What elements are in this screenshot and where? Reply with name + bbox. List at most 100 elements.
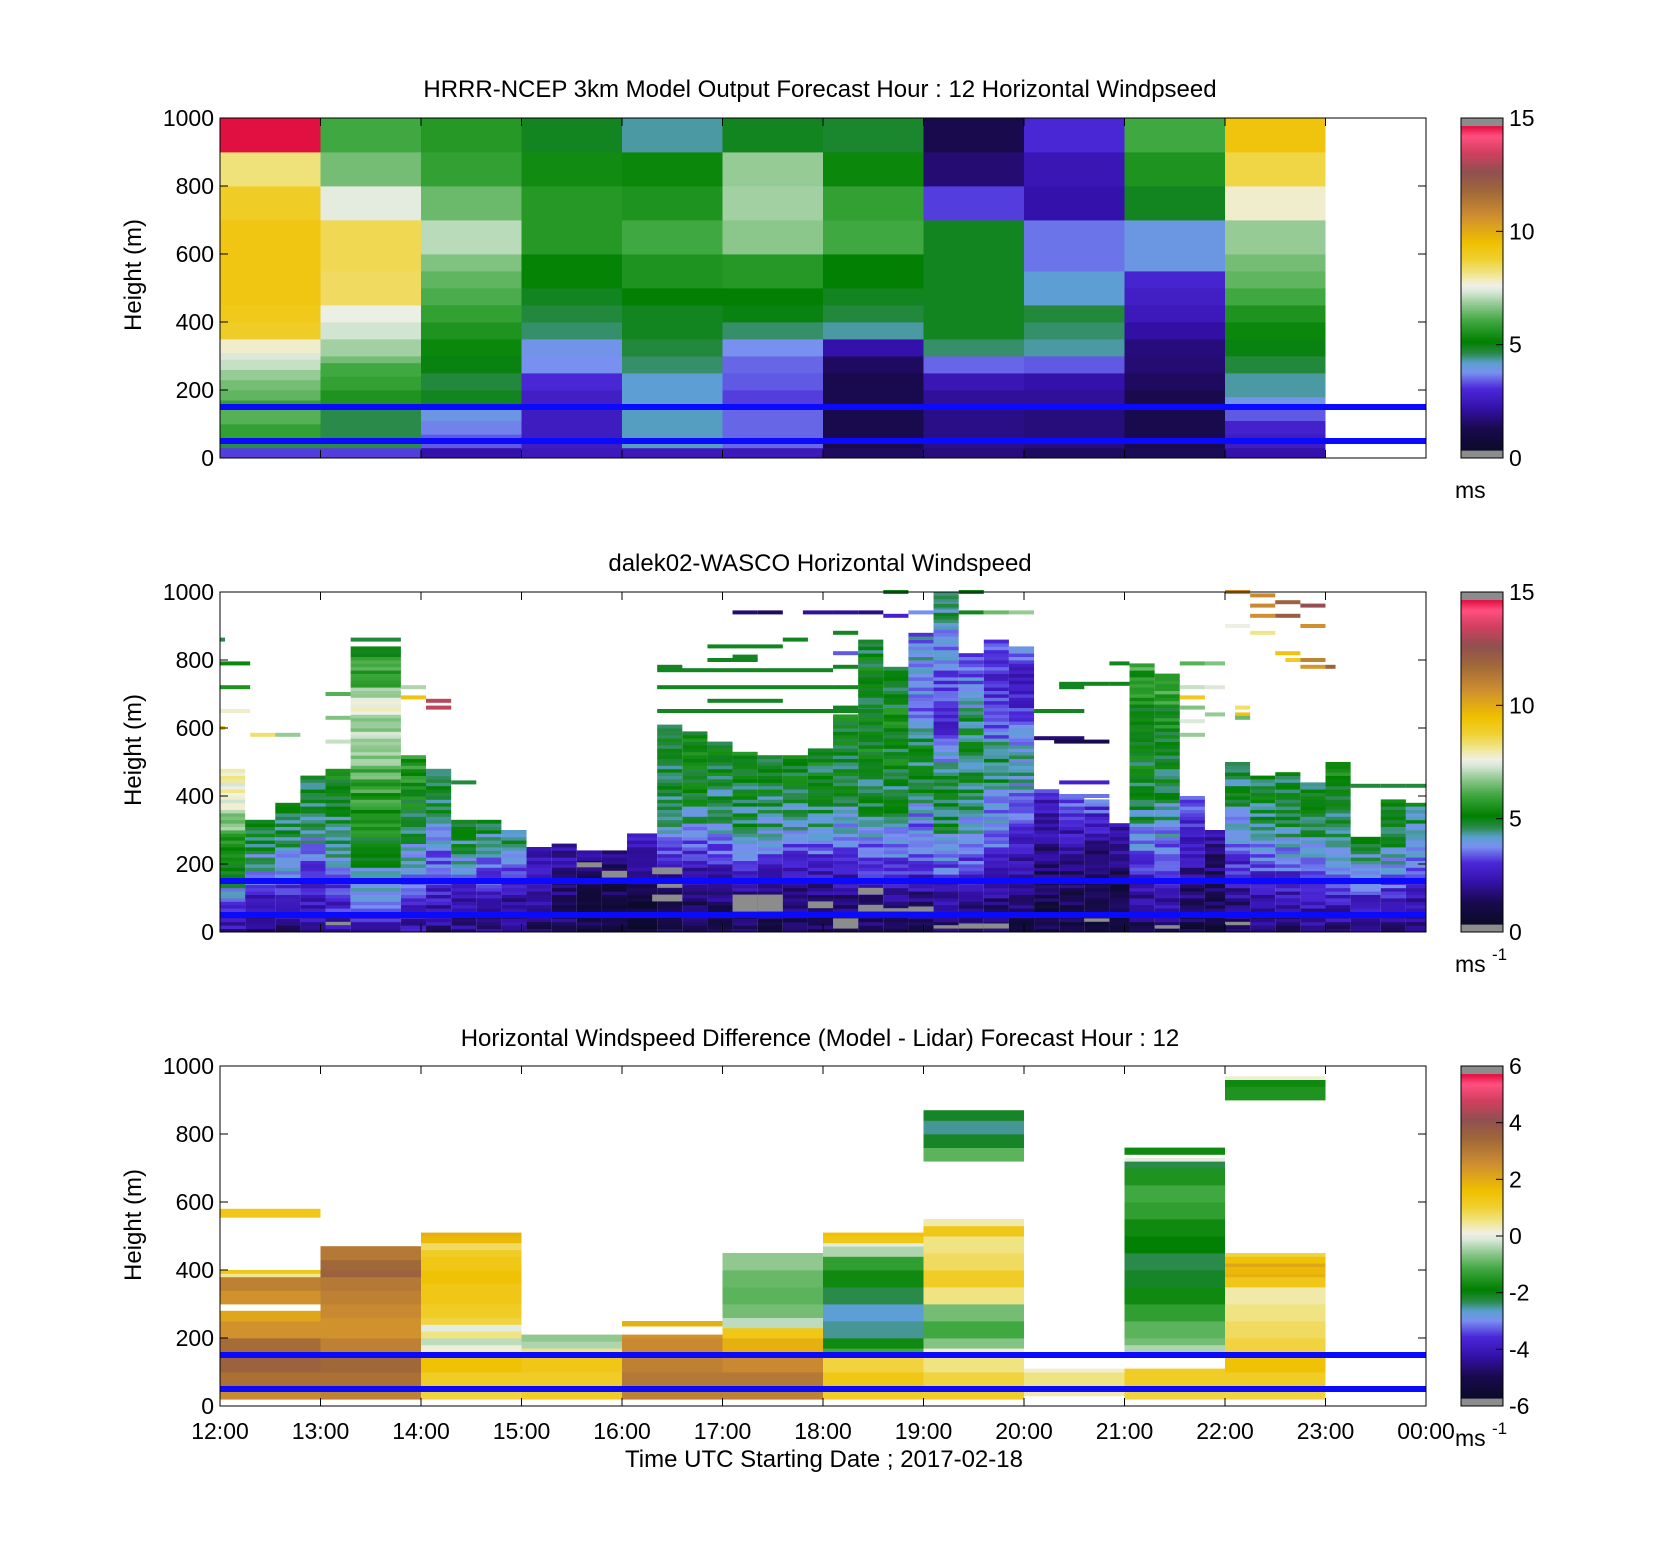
lidar-bin: [551, 847, 577, 851]
colorbar-bin: [1461, 342, 1503, 346]
colorbar-bin: [1461, 273, 1503, 277]
colorbar-bin: [1461, 776, 1503, 779]
lidar-bin: [707, 857, 733, 861]
colorbar-bin: [1461, 362, 1503, 366]
lidar-bin: [883, 745, 909, 749]
lidar-bin: [1008, 734, 1035, 739]
lidar-bin: [858, 694, 884, 698]
lidar-bin: [983, 772, 1009, 776]
heatmap-cell: [220, 408, 321, 425]
lidar-bin: [933, 765, 959, 770]
lidar-bin: [782, 857, 808, 861]
heatmap-cell: [622, 220, 723, 255]
lidar-bin: [908, 898, 934, 902]
heatmap-cell: [722, 1304, 823, 1318]
lidar-bin: [883, 823, 909, 827]
colorbar-bin: [1461, 350, 1503, 354]
lidar-bin: [245, 847, 276, 851]
lidar-bin: [682, 748, 708, 753]
lidar-bin: [350, 809, 401, 814]
lidar-bin: [657, 813, 683, 817]
colorbar-bin: [1461, 427, 1503, 431]
lidar-bin: [1154, 860, 1180, 865]
lidar-bin: [833, 758, 859, 763]
lidar-bin: [1109, 867, 1130, 872]
lidar-bin: [1225, 891, 1251, 895]
lidar-bin: [682, 928, 708, 933]
lidar-bin: [983, 677, 1009, 681]
lidar-bin: [858, 738, 884, 742]
lidar-bin: [1250, 823, 1276, 827]
lidar-bin: [476, 850, 502, 855]
heatmap-cell: [923, 373, 1024, 391]
lidar-bin: [245, 870, 276, 875]
lidar-bin: [1325, 830, 1351, 834]
lidar-bin: [325, 904, 351, 909]
lidar-bin: [1109, 884, 1130, 889]
heatmap-cell: [1225, 1276, 1326, 1288]
lidar-line: [883, 613, 909, 618]
lidar-bin: [833, 782, 859, 787]
lidar-bin: [1008, 853, 1035, 858]
lidar-bin: [732, 823, 758, 827]
colorbar-bin: [1461, 1165, 1503, 1168]
lidar-bin: [220, 826, 246, 831]
lidar-bin: [1179, 870, 1205, 875]
lidar-bin: [983, 755, 1009, 759]
lidar-bin: [1325, 853, 1351, 858]
lidar-bin: [1008, 762, 1035, 766]
lidar-bin: [400, 806, 427, 810]
heatmap-cell: [521, 1334, 622, 1342]
lidar-bin: [1059, 925, 1085, 929]
y-tick-label: 800: [176, 647, 214, 673]
colorbar-bin: [1461, 150, 1503, 153]
lidar-bin: [958, 898, 984, 902]
lidar-bin: [983, 666, 1009, 671]
colorbar-bin: [1461, 911, 1503, 915]
lidar-bin: [657, 762, 683, 766]
colorbar-bin: [1461, 849, 1503, 852]
lidar-bin: [1059, 850, 1085, 855]
lidar-bin: [601, 850, 628, 855]
lidar-bin: [958, 799, 984, 804]
lidar-bin: [1008, 796, 1035, 800]
lidar-bin: [1300, 826, 1326, 831]
colorbar-bin: [1461, 1155, 1503, 1158]
heatmap-cell: [722, 1270, 823, 1288]
lidar-bin: [350, 717, 401, 722]
y-tick-label: 400: [176, 783, 214, 809]
colorbar-bin: [1461, 1080, 1503, 1083]
lidar-bin: [1084, 894, 1110, 899]
lidar-bin: [551, 843, 577, 848]
lidar-bin: [657, 847, 683, 851]
lidar-bin: [1109, 891, 1130, 895]
lidar-bin: [1129, 853, 1155, 858]
lidar-bin: [782, 891, 808, 895]
lidar-bin: [983, 775, 1009, 780]
lidar-bin: [1084, 864, 1110, 868]
heatmap-cell: [1225, 407, 1326, 421]
colorbar-bin: [1461, 1104, 1503, 1107]
lidar-bin: [220, 836, 246, 841]
colorbar-bin: [1461, 1138, 1503, 1142]
lidar-bin: [1034, 802, 1060, 807]
colorbar-bin: [1461, 676, 1503, 680]
lidar-bin: [501, 830, 527, 834]
colorbar-bin: [1461, 644, 1503, 648]
heatmap-cell: [1024, 447, 1125, 459]
heatmap-cell: [622, 118, 723, 153]
lidar-bin: [400, 792, 427, 797]
lidar-bin: [1405, 860, 1426, 865]
lidar-bin: [1008, 690, 1035, 695]
lidar-bin: [350, 874, 401, 878]
lidar-bin: [732, 789, 758, 793]
lidar-bin: [300, 853, 326, 858]
lidar-bin: [707, 847, 733, 851]
lidar-bin: [1034, 884, 1060, 889]
lidar-line: [1109, 661, 1130, 666]
lidar-bin: [1084, 813, 1110, 817]
lidar-bin: [1154, 714, 1180, 719]
lidar-bin: [908, 830, 934, 834]
lidar-bin: [958, 717, 984, 722]
colorbar-bin: [1461, 1367, 1503, 1371]
